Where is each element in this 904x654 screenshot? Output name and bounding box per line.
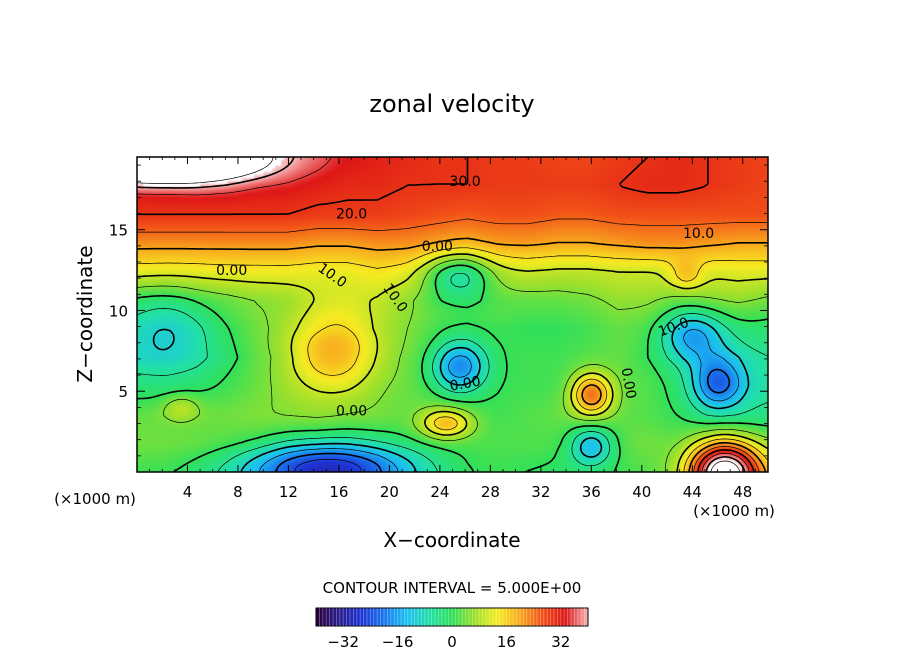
x-tick-label: 28 xyxy=(481,483,500,501)
x-tick-labels: 4 8 12 16 20 24 28 32 36 40 44 48 xyxy=(183,483,753,501)
x-tick-label: 20 xyxy=(380,483,399,501)
chart-title: zonal velocity xyxy=(369,90,534,118)
contour-label: 0.00 xyxy=(216,263,247,279)
contour-label: 30.0 xyxy=(450,174,481,190)
x-tick-label: 40 xyxy=(632,483,651,501)
contour-line-level-neg15 xyxy=(258,329,739,472)
y-tick-labels: 5 10 15 xyxy=(109,222,128,402)
colorbar-tick-label: 16 xyxy=(497,633,516,651)
contour-lines xyxy=(137,157,768,472)
colorbar: −32 −16 0 16 32 xyxy=(315,607,589,651)
contour-label: 0.00 xyxy=(422,239,453,255)
heatmap-field xyxy=(137,157,768,472)
colorbar-tick-label: 32 xyxy=(551,633,570,651)
contour-label: 10.0 xyxy=(683,226,714,242)
x-tick-label: 24 xyxy=(430,483,449,501)
contour-line-level-5 xyxy=(137,259,768,472)
colorbar-tick-label: −32 xyxy=(327,633,359,651)
contour-line-level-0 xyxy=(137,264,768,472)
contour-label: 0.00 xyxy=(449,374,482,395)
contour-label: 0.00 xyxy=(336,404,367,420)
contour-label: 20.0 xyxy=(336,207,367,223)
x-tick-label: 16 xyxy=(329,483,348,501)
plot-area: 30.020.010.00.000.00 10.010.010.00.00 0.00… xyxy=(136,156,769,473)
colorbar-gradient xyxy=(315,607,589,627)
contour-line-level-35 xyxy=(137,157,750,472)
x-tick-label: 44 xyxy=(683,483,702,501)
x-tick-label: 12 xyxy=(279,483,298,501)
contour-line-level-40 xyxy=(137,157,746,472)
contour-label: 0.00 xyxy=(618,367,639,400)
x-tick-label: 32 xyxy=(531,483,550,501)
y-tick-label: 15 xyxy=(109,222,128,240)
x-tick-label: 4 xyxy=(183,483,193,501)
contour-line-level-10 xyxy=(137,253,768,472)
contour-interval-text: CONTOUR INTERVAL = 5.000E+00 xyxy=(323,579,582,597)
x-unit-left: (×1000 m) xyxy=(54,490,136,508)
contour-line-level-neg20 xyxy=(275,368,731,472)
contour-line-level-neg5 xyxy=(137,272,768,472)
contour-line-level-neg25 xyxy=(294,459,362,472)
x-unit-right: (×1000 m) xyxy=(693,502,775,520)
contour-line-level-25 xyxy=(137,218,768,472)
contour-line-level-20 xyxy=(137,237,768,472)
contour-line-level-neg10 xyxy=(152,319,750,472)
colorbar-tick-label: −16 xyxy=(382,633,414,651)
x-axis-label: X−coordinate xyxy=(383,528,520,552)
x-tick-label: 48 xyxy=(733,483,752,501)
contour-line-level-30 xyxy=(137,157,755,472)
colorbar-ticks: −32 −16 0 16 32 xyxy=(327,633,570,651)
x-tick-label: 36 xyxy=(582,483,601,501)
x-tick-label: 8 xyxy=(233,483,243,501)
y-axis-label: Z−coordinate xyxy=(73,245,97,382)
y-tick-label: 10 xyxy=(109,302,128,320)
contour-line-level-45 xyxy=(137,157,741,472)
contour-line-level-15 xyxy=(137,247,768,472)
y-tick-label: 5 xyxy=(118,383,128,401)
colorbar-stripes xyxy=(318,608,585,626)
axis-ticks xyxy=(137,157,768,472)
colorbar-tick-label: 0 xyxy=(447,633,457,651)
